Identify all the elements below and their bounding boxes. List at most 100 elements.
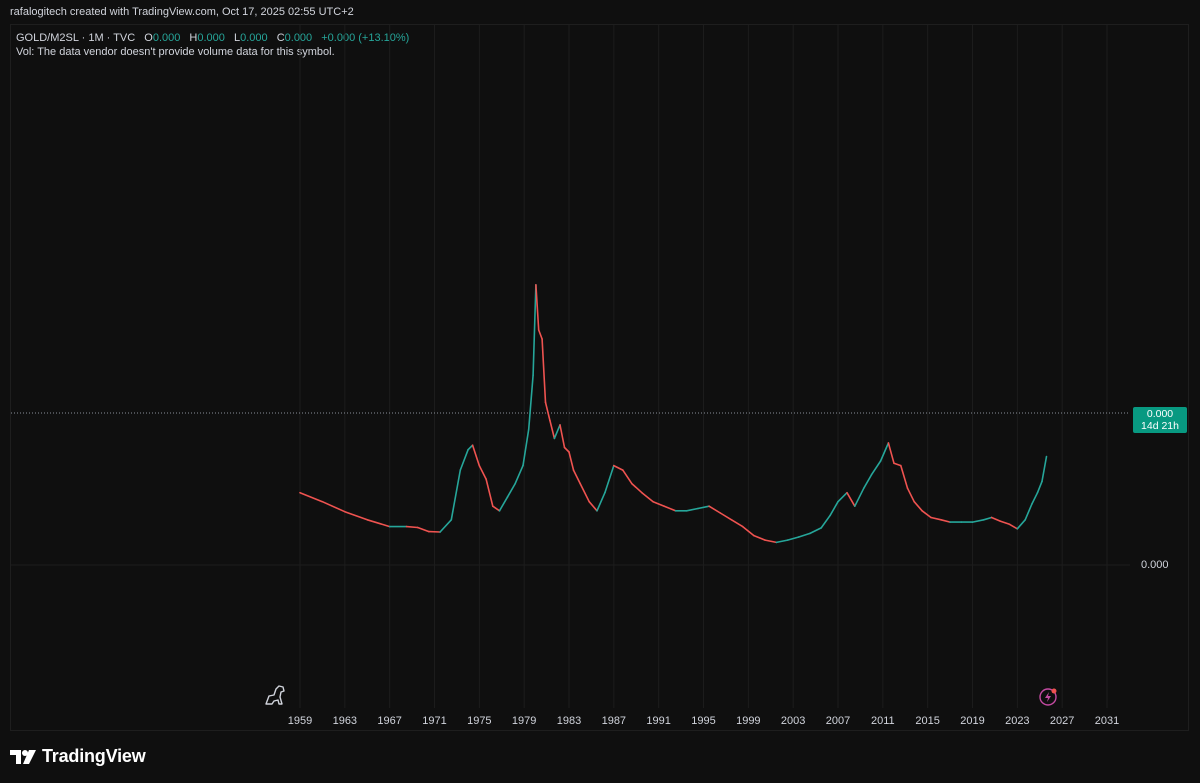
price-segment bbox=[797, 532, 811, 538]
price-segment bbox=[366, 518, 391, 528]
price-segment bbox=[522, 428, 530, 467]
price-segment bbox=[471, 444, 481, 467]
price-segment bbox=[862, 473, 873, 490]
x-tick-label: 1991 bbox=[646, 715, 670, 727]
legend-high-value: 0.000 bbox=[197, 32, 225, 44]
price-segment bbox=[450, 469, 462, 521]
price-segment bbox=[879, 442, 890, 462]
price-segment bbox=[485, 478, 494, 508]
legend-low-label: L bbox=[233, 32, 241, 44]
price-segment bbox=[837, 491, 848, 503]
price-segment bbox=[553, 424, 561, 440]
legend-close-value: 0.000 bbox=[284, 32, 313, 44]
price-segment bbox=[596, 491, 606, 512]
price-segment bbox=[753, 534, 766, 541]
x-tick-label: 2027 bbox=[1050, 715, 1074, 727]
dinosaur-icon bbox=[265, 685, 285, 705]
x-tick-label: 2007 bbox=[826, 715, 850, 727]
x-tick-label: 1987 bbox=[602, 715, 626, 727]
price-segment bbox=[439, 518, 453, 533]
price-segment bbox=[559, 424, 566, 449]
x-tick-label: 2015 bbox=[915, 715, 939, 727]
price-segment bbox=[544, 401, 551, 422]
x-tick-label: 1979 bbox=[512, 715, 536, 727]
price-segment bbox=[697, 505, 710, 510]
price-segment bbox=[563, 446, 570, 453]
legend-symbol[interactable]: GOLD/M2SL · 1M · TVC bbox=[16, 32, 136, 44]
price-segment bbox=[846, 491, 856, 508]
price-segment bbox=[1041, 455, 1048, 483]
last-price-value: 0.000 bbox=[1146, 408, 1174, 420]
price-segment bbox=[498, 496, 509, 512]
x-tick-label: 2011 bbox=[871, 715, 895, 727]
x-tick-label: 1959 bbox=[288, 715, 312, 727]
price-segment bbox=[1024, 503, 1033, 521]
x-tick-label: 1967 bbox=[377, 715, 401, 727]
x-tick-label: 1999 bbox=[736, 715, 760, 727]
bar-countdown: 14d 21h bbox=[1141, 420, 1179, 432]
price-segment bbox=[535, 283, 540, 331]
price-segment bbox=[572, 469, 582, 485]
x-tick-label: 2031 bbox=[1095, 715, 1119, 727]
price-segment bbox=[588, 500, 598, 512]
legend-change: +0.000 (+13.10%) bbox=[321, 32, 410, 44]
price-segment bbox=[820, 514, 832, 529]
price-segment bbox=[921, 509, 932, 519]
price-segment bbox=[809, 527, 823, 535]
price-segment bbox=[906, 487, 916, 503]
legend-close-label: C bbox=[276, 32, 285, 44]
price-segment bbox=[730, 518, 744, 528]
price-segment bbox=[537, 329, 543, 340]
price-segment bbox=[343, 510, 369, 521]
price-segment bbox=[1031, 491, 1039, 505]
price-segment bbox=[1008, 523, 1019, 530]
legend-open-value: 0.000 bbox=[152, 32, 181, 44]
price-segment bbox=[999, 520, 1011, 526]
price-segment bbox=[719, 512, 733, 521]
price-segment bbox=[930, 516, 942, 521]
price-segment bbox=[685, 507, 699, 512]
legend-high-label: H bbox=[189, 32, 198, 44]
price-segment bbox=[641, 491, 654, 503]
last-price-tag: 0.000 14d 21h bbox=[1133, 407, 1187, 433]
price-segment bbox=[829, 500, 839, 517]
price-segment bbox=[612, 464, 624, 471]
lightning-event-icon[interactable] bbox=[1039, 688, 1057, 706]
price-segment bbox=[652, 500, 666, 508]
tradingview-logo-icon bbox=[10, 749, 36, 764]
price-segment bbox=[630, 482, 643, 494]
legend-open-label: O bbox=[144, 32, 153, 44]
price-segment bbox=[467, 444, 474, 451]
symbol-legend: GOLD/M2SL · 1M · TVC O0.000 H0.000 L0.00… bbox=[16, 31, 409, 59]
price-segment bbox=[775, 539, 789, 544]
price-segment bbox=[990, 516, 1002, 523]
price-segment bbox=[893, 462, 902, 467]
price-segment bbox=[1036, 480, 1043, 494]
price-axis-label: 0.000 bbox=[1141, 559, 1169, 571]
x-tick-label: 1971 bbox=[422, 715, 446, 727]
time-axis: 1959 1963 1967 1971 1975 1979 1983 1987 1991 1995… bbox=[288, 715, 1119, 727]
price-segment bbox=[405, 525, 419, 529]
price-segment bbox=[913, 500, 923, 512]
price-segment bbox=[971, 518, 985, 523]
price-segment bbox=[514, 464, 524, 485]
price-segment bbox=[1016, 518, 1026, 530]
x-tick-label: 1963 bbox=[333, 715, 357, 727]
price-segment bbox=[568, 451, 575, 471]
price-segment bbox=[764, 539, 778, 544]
x-tick-label: 1975 bbox=[467, 715, 491, 727]
price-segment bbox=[621, 469, 633, 485]
price-series bbox=[299, 283, 1048, 544]
price-segment bbox=[459, 448, 469, 471]
x-tick-label: 1983 bbox=[557, 715, 581, 727]
chart-frame[interactable] bbox=[10, 24, 1189, 731]
price-segment bbox=[708, 505, 722, 514]
price-segment bbox=[491, 505, 501, 512]
price-segment bbox=[506, 482, 517, 499]
legend-low-value: 0.000 bbox=[240, 32, 268, 44]
footer-brand[interactable]: TradingView bbox=[42, 746, 146, 766]
price-segment bbox=[579, 482, 591, 503]
price-segment bbox=[940, 518, 951, 523]
chart-credit: rafalogitech created with TradingView.co… bbox=[10, 6, 354, 18]
